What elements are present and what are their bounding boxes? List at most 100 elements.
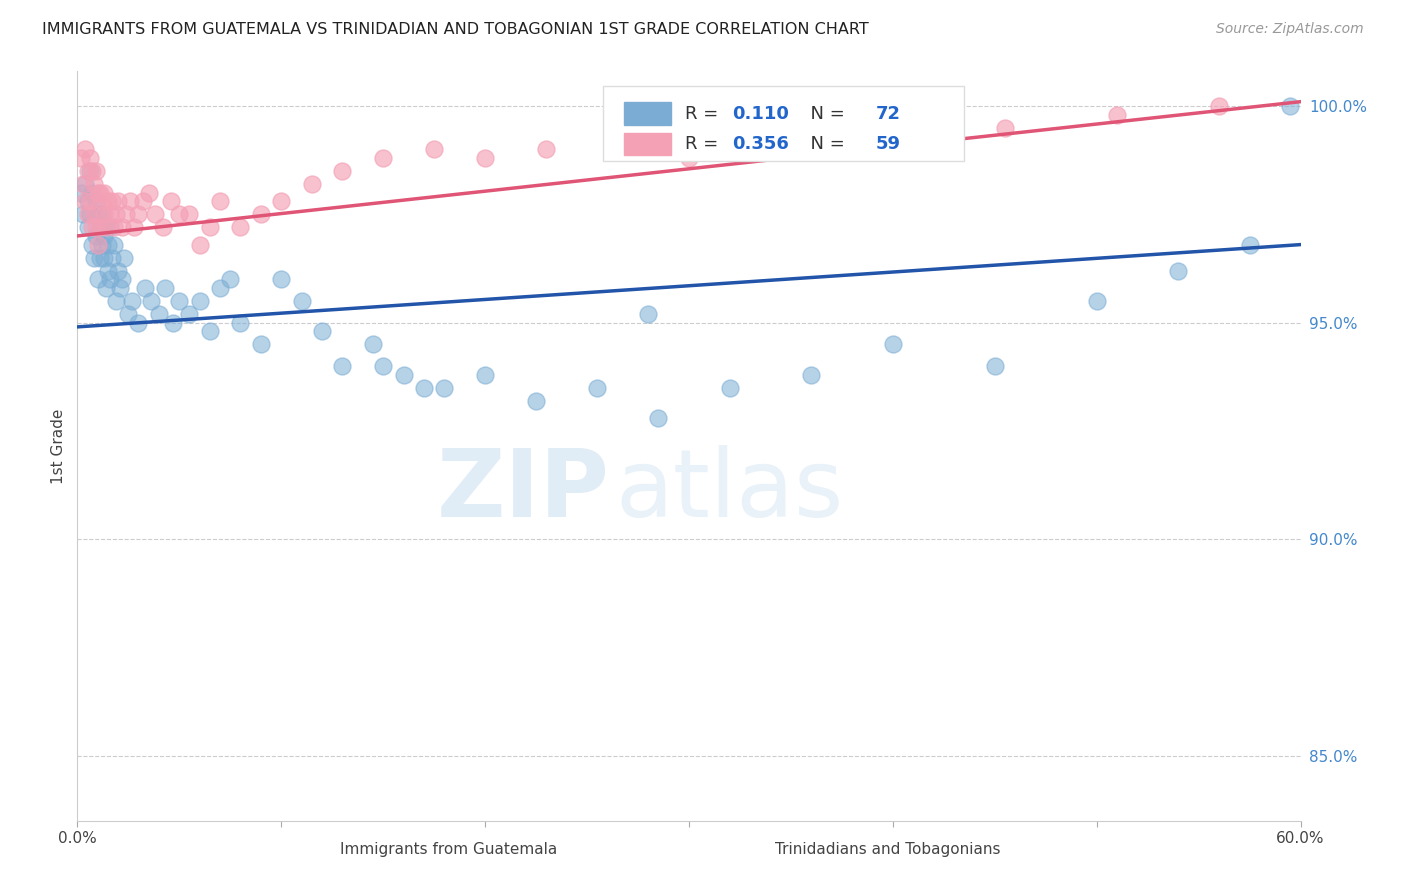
Point — [984, 359, 1007, 373]
Point — [769, 134, 792, 148]
Point — [1208, 99, 1230, 113]
Point — [93, 186, 115, 200]
Point — [84, 229, 107, 244]
Point — [138, 186, 160, 200]
Point — [208, 194, 231, 209]
Point — [98, 272, 121, 286]
Point — [76, 207, 98, 221]
Point — [108, 281, 131, 295]
Point — [586, 380, 609, 394]
Point — [90, 194, 112, 209]
Point — [188, 237, 211, 252]
Point — [76, 220, 98, 235]
Text: N =: N = — [799, 104, 851, 123]
Point — [270, 194, 292, 209]
Point — [120, 194, 142, 209]
Text: Immigrants from Guatemala: Immigrants from Guatemala — [340, 842, 558, 857]
Point — [76, 164, 98, 178]
Text: Source: ZipAtlas.com: Source: ZipAtlas.com — [1216, 22, 1364, 37]
Point — [80, 164, 103, 178]
Point — [127, 316, 149, 330]
Point — [371, 359, 394, 373]
Point — [80, 237, 103, 252]
Point — [800, 368, 823, 382]
Point — [160, 194, 183, 209]
Point — [131, 194, 153, 209]
Point — [250, 207, 273, 221]
Point — [97, 194, 120, 209]
Text: 72: 72 — [876, 104, 901, 123]
Point — [72, 177, 94, 191]
Point — [83, 177, 105, 191]
Point — [250, 337, 273, 351]
Point — [98, 207, 121, 221]
Text: ZIP: ZIP — [436, 445, 609, 537]
Point — [70, 151, 93, 165]
Point — [80, 186, 103, 200]
Point — [371, 151, 394, 165]
Point — [198, 324, 221, 338]
Point — [637, 307, 659, 321]
Point — [79, 207, 101, 221]
Point — [72, 207, 94, 221]
Point — [87, 207, 110, 221]
Point — [103, 237, 125, 252]
Point — [332, 359, 354, 373]
Point — [718, 380, 741, 394]
Point — [84, 164, 107, 178]
Point — [75, 194, 97, 209]
Point — [198, 220, 221, 235]
Point — [361, 337, 384, 351]
Point — [169, 207, 191, 221]
Point — [90, 237, 112, 252]
Point — [93, 229, 115, 244]
Point — [143, 207, 166, 221]
Point — [70, 186, 93, 200]
Text: 0.110: 0.110 — [731, 104, 789, 123]
Point — [332, 164, 354, 178]
Point — [89, 186, 111, 200]
Point — [433, 380, 456, 394]
Point — [1279, 99, 1302, 113]
Point — [87, 237, 110, 252]
FancyBboxPatch shape — [624, 103, 671, 125]
Text: atlas: atlas — [616, 445, 844, 537]
Point — [103, 220, 125, 235]
Point — [179, 207, 201, 221]
Y-axis label: 1st Grade: 1st Grade — [51, 409, 66, 483]
Point — [107, 263, 129, 277]
Point — [101, 251, 124, 265]
Point — [76, 194, 98, 209]
Point — [290, 293, 312, 308]
Point — [153, 281, 176, 295]
Point — [89, 220, 111, 235]
Point — [93, 251, 115, 265]
Point — [1085, 293, 1108, 308]
Point — [882, 120, 904, 135]
Point — [474, 368, 496, 382]
Point — [97, 237, 120, 252]
FancyBboxPatch shape — [291, 842, 330, 858]
FancyBboxPatch shape — [725, 842, 765, 858]
Point — [270, 272, 292, 286]
Point — [75, 142, 97, 156]
Point — [301, 177, 323, 191]
Point — [139, 293, 162, 308]
Point — [94, 220, 117, 235]
Point — [105, 207, 128, 221]
Text: IMMIGRANTS FROM GUATEMALA VS TRINIDADIAN AND TOBAGONIAN 1ST GRADE CORRELATION CH: IMMIGRANTS FROM GUATEMALA VS TRINIDADIAN… — [42, 22, 869, 37]
Point — [169, 293, 191, 308]
Text: R =: R = — [685, 104, 724, 123]
Point — [121, 293, 143, 308]
Text: 0.356: 0.356 — [731, 135, 789, 153]
Point — [79, 194, 101, 209]
Point — [101, 194, 124, 209]
Point — [83, 207, 105, 221]
Point — [111, 220, 134, 235]
Point — [1167, 263, 1189, 277]
Point — [124, 220, 146, 235]
Text: N =: N = — [799, 135, 851, 153]
Point — [162, 316, 184, 330]
Point — [188, 293, 211, 308]
Point — [89, 220, 111, 235]
